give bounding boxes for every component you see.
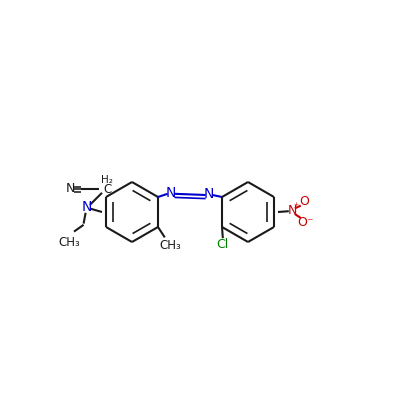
Text: N: N	[287, 204, 297, 217]
Text: ⁺: ⁺	[293, 202, 298, 212]
Text: N: N	[166, 186, 176, 200]
Text: N: N	[65, 182, 75, 195]
Text: CH₃: CH₃	[58, 236, 80, 249]
Text: N: N	[204, 187, 214, 201]
Text: N: N	[82, 200, 92, 214]
Text: CH₃: CH₃	[159, 239, 181, 252]
Text: O: O	[299, 195, 309, 208]
Text: H₂: H₂	[101, 175, 113, 185]
Text: O⁻: O⁻	[298, 216, 314, 228]
Text: C: C	[103, 183, 111, 196]
Text: Cl: Cl	[217, 238, 229, 251]
